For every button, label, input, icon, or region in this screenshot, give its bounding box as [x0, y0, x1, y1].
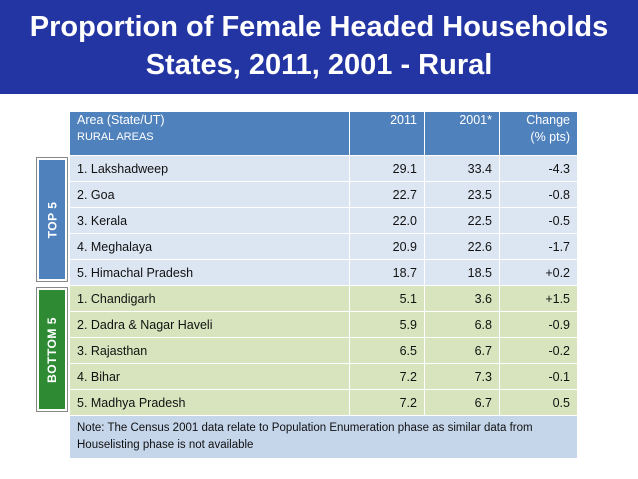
row-2011: 5.1 — [349, 285, 425, 312]
row-area: 5. Madhya Pradesh — [69, 389, 350, 416]
bottom-5-label: BOTTOM 5 — [36, 287, 68, 412]
title-banner: Proportion of Female Headed Households S… — [0, 0, 638, 94]
top-5-label: TOP 5 — [36, 157, 68, 282]
top-5-label-text: TOP 5 — [45, 201, 59, 238]
row-2001: 6.7 — [424, 389, 500, 416]
row-2011: 22.7 — [349, 181, 425, 208]
row-change: +1.5 — [499, 285, 578, 312]
row-area: 1. Lakshadweep — [69, 155, 350, 182]
bottom-5-label-text: BOTTOM 5 — [45, 316, 59, 383]
row-area: 3. Kerala — [69, 207, 350, 234]
row-2001: 22.5 — [424, 207, 500, 234]
row-area: 4. Bihar — [69, 363, 350, 390]
row-change: -0.9 — [499, 311, 578, 338]
table-row: 4. Meghalaya 20.9 22.6 -1.7 — [69, 233, 578, 260]
row-area: 3. Rajasthan — [69, 337, 350, 364]
row-2001: 3.6 — [424, 285, 500, 312]
row-change: -0.5 — [499, 207, 578, 234]
table-row: 3. Rajasthan 6.5 6.7 -0.2 — [69, 337, 578, 364]
row-2001: 23.5 — [424, 181, 500, 208]
row-2011: 7.2 — [349, 363, 425, 390]
row-change: -0.8 — [499, 181, 578, 208]
row-2011: 22.0 — [349, 207, 425, 234]
title-line-1: Proportion of Female Headed Households — [29, 11, 609, 43]
table-row: 1. Chandigarh 5.1 3.6 +1.5 — [69, 285, 578, 312]
row-area: 2. Dadra & Nagar Haveli — [69, 311, 350, 338]
table-row: 5. Madhya Pradesh 7.2 6.7 0.5 — [69, 389, 578, 416]
row-change: -1.7 — [499, 233, 578, 260]
row-2001: 6.8 — [424, 311, 500, 338]
row-2011: 29.1 — [349, 155, 425, 182]
female-headed-households-table: Area (State/UT) RURAL AREAS 2011 2001* C… — [69, 111, 578, 459]
title-line-2: States, 2011, 2001 - Rural — [145, 49, 493, 81]
row-change: 0.5 — [499, 389, 578, 416]
row-2001: 7.3 — [424, 363, 500, 390]
header-change: Change (% pts) — [499, 111, 578, 156]
row-2001: 6.7 — [424, 337, 500, 364]
row-area: 1. Chandigarh — [69, 285, 350, 312]
row-area: 5. Himachal Pradesh — [69, 259, 350, 286]
header-row: Area (State/UT) RURAL AREAS 2011 2001* C… — [69, 111, 578, 156]
header-area-sub: RURAL AREAS — [77, 131, 154, 143]
table-note: Note: The Census 2001 data relate to Pop… — [69, 415, 578, 459]
row-change: -0.1 — [499, 363, 578, 390]
row-change: -4.3 — [499, 155, 578, 182]
header-area: Area (State/UT) RURAL AREAS — [69, 111, 350, 156]
row-area: 4. Meghalaya — [69, 233, 350, 260]
row-2001: 33.4 — [424, 155, 500, 182]
table-row: 2. Dadra & Nagar Haveli 5.9 6.8 -0.9 — [69, 311, 578, 338]
table-row: 1. Lakshadweep 29.1 33.4 -4.3 — [69, 155, 578, 182]
table-row: 3. Kerala 22.0 22.5 -0.5 — [69, 207, 578, 234]
note-row: Note: The Census 2001 data relate to Pop… — [69, 415, 578, 459]
header-2011: 2011 — [349, 111, 425, 156]
row-2011: 18.7 — [349, 259, 425, 286]
row-2011: 5.9 — [349, 311, 425, 338]
header-change-label: Change — [526, 113, 570, 127]
table-row: 4. Bihar 7.2 7.3 -0.1 — [69, 363, 578, 390]
header-change-sub: (% pts) — [530, 130, 570, 144]
row-2011: 7.2 — [349, 389, 425, 416]
header-2001: 2001* — [424, 111, 500, 156]
row-2011: 20.9 — [349, 233, 425, 260]
table-row: 2. Goa 22.7 23.5 -0.8 — [69, 181, 578, 208]
row-2011: 6.5 — [349, 337, 425, 364]
row-change: -0.2 — [499, 337, 578, 364]
row-2001: 22.6 — [424, 233, 500, 260]
row-2001: 18.5 — [424, 259, 500, 286]
table-row: 5. Himachal Pradesh 18.7 18.5 +0.2 — [69, 259, 578, 286]
row-change: +0.2 — [499, 259, 578, 286]
header-area-label: Area (State/UT) — [77, 113, 165, 127]
row-area: 2. Goa — [69, 181, 350, 208]
